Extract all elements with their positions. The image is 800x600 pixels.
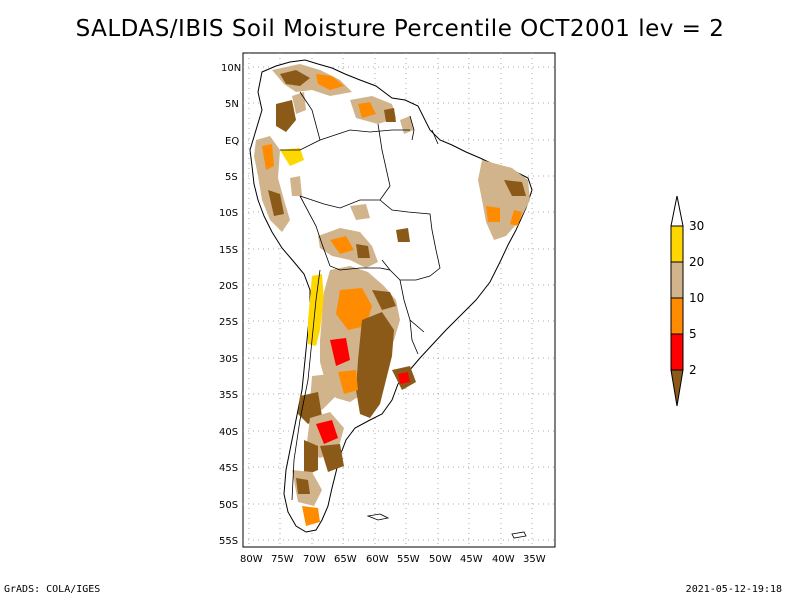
lon-tick: 65W <box>334 554 357 565</box>
lat-tick: 45S <box>219 463 238 474</box>
colorbar-label: 10 <box>689 291 704 305</box>
lon-tick: 55W <box>397 554 420 565</box>
soil-moisture-patches <box>254 64 530 526</box>
lat-tick: 50S <box>219 500 238 511</box>
lon-tick: 40W <box>492 554 515 565</box>
lat-tick: 30S <box>219 354 238 365</box>
colorbar-label: 5 <box>689 327 697 341</box>
country-borders <box>280 91 441 501</box>
lon-tick: 35W <box>523 554 546 565</box>
colorbar-label: 2 <box>689 363 697 377</box>
lat-tick: 20S <box>219 281 238 292</box>
south-georgia-island <box>511 531 527 539</box>
lon-tick: 70W <box>303 554 326 565</box>
map-title: SALDAS/IBIS Soil Moisture Percentile OCT… <box>75 16 725 42</box>
colorbar-segment <box>670 333 684 371</box>
lat-tick: 25S <box>219 317 238 328</box>
colorbar-label: 20 <box>689 255 704 269</box>
colorbar-label: 30 <box>689 219 704 233</box>
colorbar <box>670 195 684 407</box>
lat-tick: 40S <box>219 427 238 438</box>
lat-tick: 10N <box>221 63 241 74</box>
lat-tick: 35S <box>219 390 238 401</box>
footer-timestamp: 2021-05-12-19:18 <box>685 584 782 595</box>
colorbar-bottom-arrow <box>670 369 684 407</box>
falkland-islands <box>366 513 390 521</box>
lat-tick: EQ <box>225 136 239 147</box>
lat-axis: 10N 5N EQ 5S 10S 15S 20S 25S 30S 35S 40S… <box>219 63 241 547</box>
colorbar-labels: 2 5 10 20 30 <box>689 219 704 377</box>
colorbar-top-arrow <box>670 195 684 227</box>
colorbar-segment <box>670 261 684 299</box>
lon-tick: 80W <box>240 554 263 565</box>
lat-tick: 15S <box>219 245 238 256</box>
lat-tick: 55S <box>219 536 238 547</box>
footer-credit: GrADS: COLA/IGES <box>4 584 101 595</box>
lon-axis: 80W 75W 70W 65W 60W 55W 50W 45W 40W 35W <box>240 554 546 565</box>
lon-tick: 45W <box>460 554 483 565</box>
colorbar-segment <box>670 225 684 263</box>
lon-tick: 60W <box>366 554 389 565</box>
lat-tick: 10S <box>219 208 238 219</box>
colorbar-segment <box>670 297 684 335</box>
lat-tick: 5N <box>225 99 239 110</box>
lat-tick: 5S <box>225 172 238 183</box>
lon-tick: 50W <box>429 554 452 565</box>
plot-area <box>242 52 556 548</box>
lon-tick: 75W <box>271 554 294 565</box>
